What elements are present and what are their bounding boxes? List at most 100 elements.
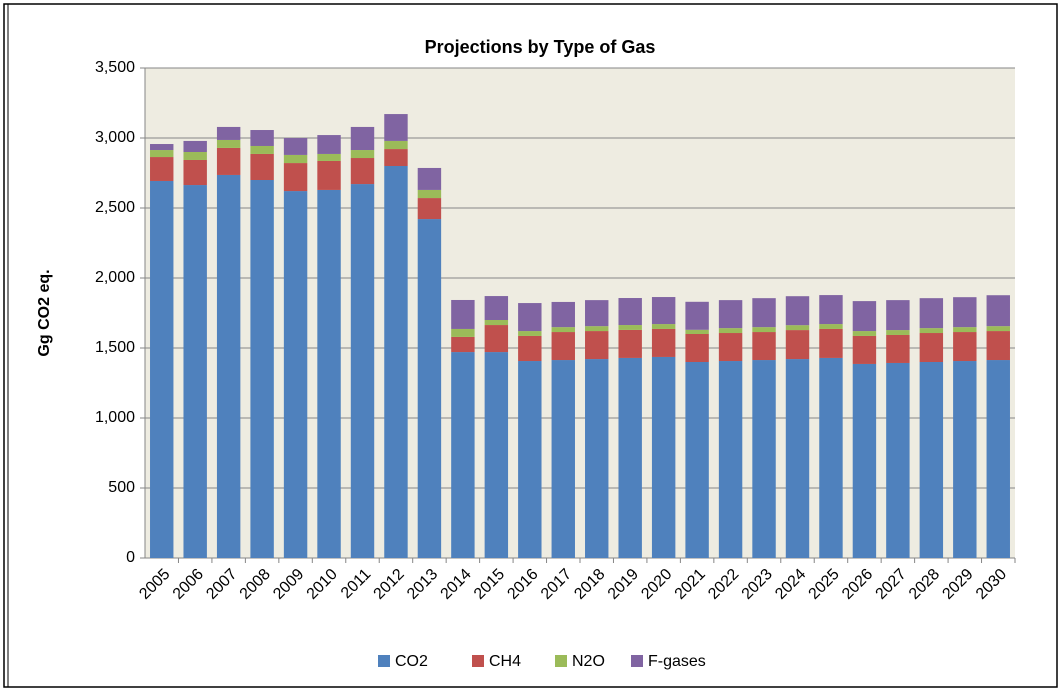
bar-segment — [350, 150, 375, 159]
bar-segment — [183, 185, 207, 559]
bar-segment — [551, 301, 575, 328]
y-axis-label: Gg CO2 eq. — [36, 269, 53, 356]
legend-swatch — [472, 655, 484, 667]
bar-segment — [317, 135, 341, 154]
bar-segment — [283, 154, 308, 164]
bar-segment — [718, 300, 743, 329]
legend-swatch — [631, 655, 643, 667]
bar-segment — [317, 189, 341, 558]
bar-segment — [685, 334, 709, 362]
bar-segment — [886, 330, 910, 335]
legend-label: CH4 — [489, 653, 521, 670]
y-tick-label: 2,500 — [95, 199, 135, 216]
bar-segment — [852, 363, 877, 558]
bar-segment — [585, 359, 609, 558]
y-tick-label: 500 — [108, 479, 135, 496]
bar-segment — [819, 295, 843, 325]
bar-segment — [785, 359, 810, 558]
bar-segment — [451, 336, 475, 353]
bar-segment — [183, 140, 207, 152]
bar-segment — [919, 362, 944, 558]
bar-segment — [886, 362, 910, 558]
bar-segment — [216, 174, 241, 558]
bar-segment — [451, 352, 475, 558]
bar-segment — [384, 140, 408, 150]
bar-segment — [216, 147, 241, 175]
bar-segment — [250, 130, 274, 146]
bar-segment — [283, 138, 308, 155]
bar-segment — [651, 297, 676, 325]
bar-segment — [953, 297, 977, 328]
bar-segment — [250, 145, 274, 154]
bar-segment — [484, 296, 509, 320]
bar-segment — [350, 184, 375, 558]
bar-segment — [752, 332, 776, 361]
bar-segment — [484, 320, 509, 326]
bar-segment — [718, 361, 743, 558]
legend-label: F-gases — [648, 653, 706, 670]
bar-segment — [752, 360, 776, 558]
bar-segment — [317, 153, 341, 161]
bar-segment — [752, 327, 776, 333]
bar-segment — [651, 356, 676, 558]
bar-segment — [484, 352, 509, 558]
bar-segment — [417, 198, 442, 220]
bar-segment — [852, 331, 877, 336]
bar-segment — [886, 300, 910, 331]
bar-segment — [585, 326, 609, 332]
bar-segment — [551, 360, 575, 558]
bar-segment — [785, 330, 810, 360]
bar-segment — [150, 157, 174, 181]
bar-segment — [216, 126, 241, 140]
bar-segment — [953, 361, 977, 558]
bar-segment — [685, 301, 709, 330]
bar-segment — [384, 149, 408, 166]
y-tick-label: 1,500 — [95, 339, 135, 356]
bar-segment — [417, 167, 442, 190]
bar-segment — [819, 357, 843, 558]
bar-segment — [518, 331, 542, 336]
bar-segment — [618, 325, 642, 330]
bar-segment — [618, 329, 642, 358]
bar-segment — [150, 150, 174, 158]
y-tick-label: 3,000 — [95, 129, 135, 146]
bar-segment — [618, 298, 642, 326]
bar-segment — [718, 333, 743, 362]
bar-segment — [183, 159, 207, 186]
bar-segment — [283, 163, 308, 192]
y-tick-label: 2,000 — [95, 269, 135, 286]
bar-segment — [250, 153, 274, 180]
bar-segment — [986, 295, 1010, 327]
y-tick-label: 1,000 — [95, 409, 135, 426]
bar-segment — [986, 331, 1010, 361]
bar-segment — [384, 114, 408, 141]
bar-segment — [886, 334, 910, 363]
bar-segment — [518, 335, 542, 362]
chart-title: Projections by Type of Gas — [425, 37, 656, 57]
bar-segment — [384, 166, 408, 558]
bar-segment — [819, 324, 843, 329]
bar-segment — [551, 332, 575, 361]
plot-area — [145, 68, 1015, 558]
bar-segment — [585, 331, 609, 360]
bar-segment — [953, 332, 977, 362]
bar-segment — [150, 180, 174, 559]
bar-segment — [785, 296, 810, 326]
legend-swatch — [378, 655, 390, 667]
bar-segment — [852, 335, 877, 364]
bar-segment — [919, 328, 944, 334]
bar-segment — [283, 191, 308, 558]
bar-segment — [986, 326, 1010, 332]
bar-segment — [350, 126, 375, 151]
bar-segment — [417, 219, 442, 558]
bar-segment — [451, 328, 475, 337]
bar-segment — [752, 298, 776, 328]
bar-segment — [651, 328, 676, 357]
bar-segment — [250, 180, 274, 558]
bar-segment — [150, 144, 174, 151]
bar-segment — [350, 158, 375, 185]
bar-segment — [317, 160, 341, 190]
bar-segment — [919, 333, 944, 362]
bar-segment — [785, 325, 810, 331]
